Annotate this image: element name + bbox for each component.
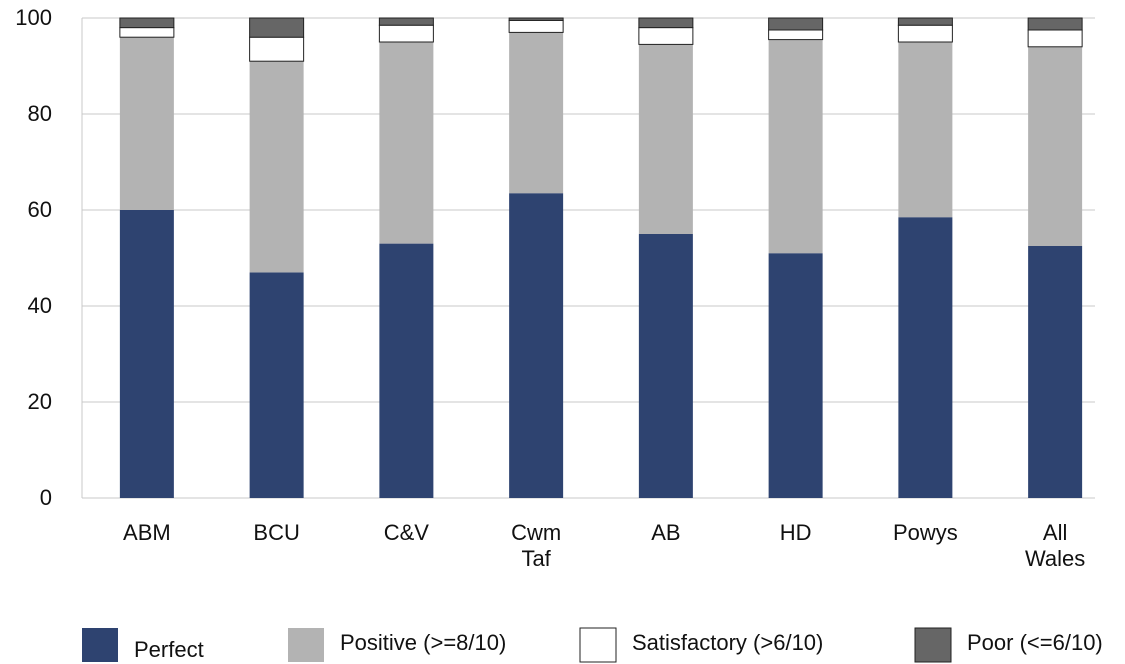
bar-segment — [897, 24, 953, 43]
x-tick-label: BCU — [253, 520, 300, 545]
legend-swatch — [82, 628, 118, 662]
y-tick-label: 60 — [27, 197, 52, 222]
x-tick-label: ABM — [123, 520, 171, 545]
x-tick-label: All Wales — [1024, 520, 1086, 571]
bar-segment — [249, 61, 304, 273]
bar-segment — [768, 29, 824, 41]
bar-segment — [119, 27, 175, 38]
bar-segment — [509, 193, 564, 498]
bar-segment — [768, 39, 823, 254]
bar-segment — [119, 210, 174, 498]
bar-segment — [379, 42, 434, 244]
legend-label: Satisfactory (>6/10) — [632, 630, 824, 655]
bar-segment — [898, 42, 953, 218]
legend-label: Positive (>=8/10) — [340, 630, 507, 655]
y-tick-label: 0 — [39, 485, 52, 510]
bar-segment — [249, 17, 305, 38]
legend-label: Perfect — [134, 637, 204, 662]
bar-segment — [378, 24, 434, 43]
legend-swatch — [288, 628, 324, 662]
bar-segment — [1027, 29, 1083, 48]
bar-segment — [897, 17, 953, 26]
x-tick-label: HD — [779, 520, 812, 545]
bar-segment — [1028, 246, 1083, 498]
bar-segment — [508, 19, 564, 33]
bar-segment — [1028, 46, 1083, 246]
y-tick-label: 80 — [27, 101, 52, 126]
bar-segment — [379, 243, 434, 498]
bar-segment — [249, 272, 304, 498]
x-tick-label: AB — [651, 520, 681, 545]
bar-segment — [378, 17, 434, 26]
x-tick-label: Powys — [892, 520, 958, 545]
x-tick-label: C&V — [383, 520, 429, 545]
bar-segment — [638, 27, 694, 45]
bar-segment — [768, 17, 824, 31]
bar-segment — [119, 37, 174, 211]
legend-label: Poor (<=6/10) — [967, 630, 1103, 655]
legend-swatch — [579, 627, 617, 663]
bar-segment — [119, 17, 175, 29]
bar-segment — [768, 253, 823, 498]
bar-segment — [638, 44, 693, 235]
legend-swatch — [914, 627, 952, 663]
bar-segment — [249, 36, 305, 62]
bar-segment — [638, 17, 694, 29]
y-tick-label: 40 — [27, 293, 52, 318]
y-tick-label: 100 — [15, 5, 52, 30]
bar-segment — [509, 32, 564, 194]
bar-segment — [898, 217, 953, 498]
bar-segment — [1027, 17, 1083, 31]
x-tick-label: Cwm Taf — [511, 520, 562, 571]
bar-segment — [508, 17, 564, 21]
bar-segment — [638, 234, 693, 498]
y-tick-label: 20 — [27, 389, 52, 414]
